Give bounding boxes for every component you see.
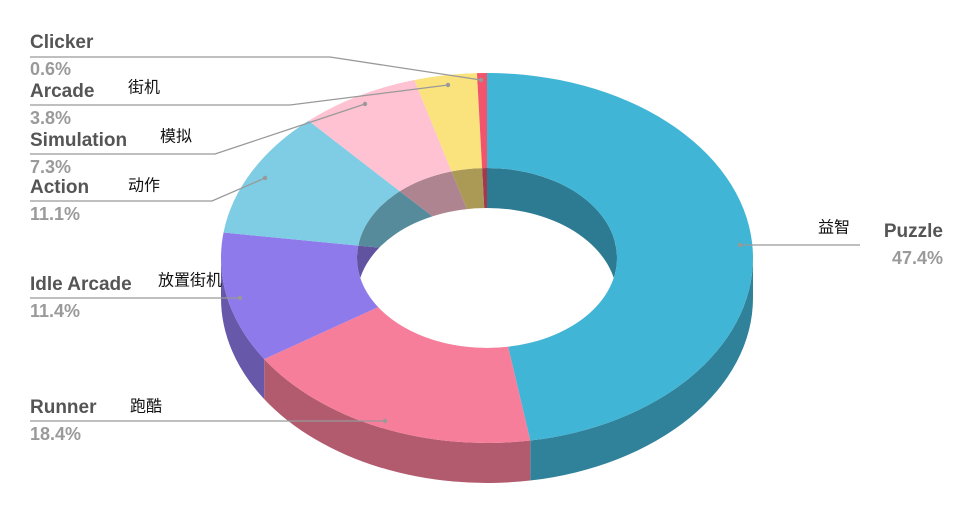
leader-dot <box>262 175 268 181</box>
leader-dot <box>737 242 743 248</box>
leader-dot <box>237 295 243 301</box>
category-label: Arcade <box>30 81 94 102</box>
value-label: 7.3% <box>30 157 71 177</box>
leader-dot <box>478 77 484 83</box>
leader-dot <box>362 101 368 107</box>
translation-label: 跑酷 <box>130 397 162 416</box>
value-label: 0.6% <box>30 59 71 79</box>
category-label: Action <box>30 177 89 198</box>
slice <box>220 232 379 360</box>
leader-line <box>30 177 266 202</box>
slice <box>308 80 452 192</box>
labels: Puzzle 47.4% 益智 Runner 18.4% 跑酷 Idle Arcade 11.… <box>30 32 943 444</box>
category-label: Puzzle <box>884 221 943 242</box>
slice-sides <box>221 258 753 483</box>
translation-label: 益智 <box>818 218 850 237</box>
slice <box>223 120 400 246</box>
slice <box>264 307 531 444</box>
slice-side <box>530 258 753 481</box>
slice-side <box>264 359 531 483</box>
leader-line <box>30 56 482 81</box>
leader-line <box>30 84 449 106</box>
translation-label: 模拟 <box>160 127 192 146</box>
category-label: Runner <box>30 397 97 418</box>
value-label: 18.4% <box>30 424 81 444</box>
leader-dot <box>445 82 451 88</box>
category-label: Clicker <box>30 32 94 53</box>
slice <box>414 73 483 172</box>
value-label: 11.4% <box>30 301 80 321</box>
inner-wall <box>357 168 617 348</box>
value-label: 3.8% <box>30 108 71 128</box>
value-label: 47.4% <box>892 248 943 268</box>
leader-line <box>30 103 366 155</box>
slice-side <box>221 258 265 400</box>
slice <box>476 73 487 169</box>
slices <box>220 73 753 444</box>
category-label: Simulation <box>30 130 127 151</box>
value-label: 11.1% <box>30 204 80 224</box>
category-label: Idle Arcade <box>30 274 132 295</box>
translation-label: 放置街机 <box>158 271 222 290</box>
translation-label: 动作 <box>128 176 160 195</box>
translation-label: 街机 <box>128 78 160 97</box>
slice <box>487 73 753 441</box>
leader-dot <box>382 418 388 424</box>
